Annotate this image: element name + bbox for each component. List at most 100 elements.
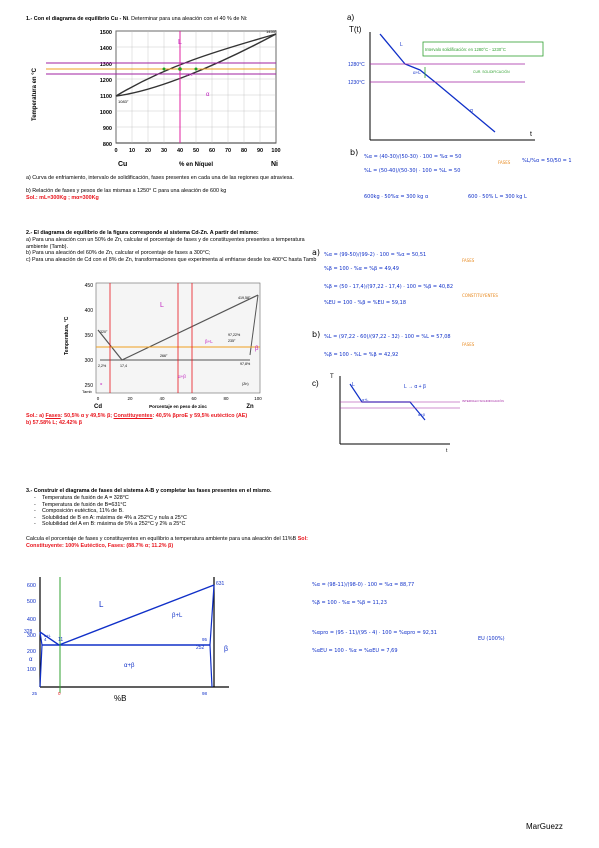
p2-hand-a: a) %α = (99-50)/(99-2) · 100 = %α = 50,5… [312, 248, 498, 306]
svg-text:300: 300 [27, 633, 36, 639]
solidus-line [115, 33, 277, 97]
svg-text:0: 0 [97, 396, 100, 401]
svg-text:97,22%: 97,22% [228, 333, 241, 337]
cu-ni-phase-diagram: Temperatura en °C 1500 1400 1300 1200 11… [32, 29, 281, 168]
svg-text:250: 250 [85, 383, 94, 389]
svg-text:40: 40 [159, 396, 165, 401]
cooling-line [379, 33, 496, 133]
svg-text:L → α + β: L → α + β [404, 384, 426, 390]
p3-hand-const: %αpro = (95 - 11)/(95 - 4) · 100 = %αpro… [312, 630, 505, 654]
p3-hand-fases: %α = (98-11)/(98-0) · 100 = %α = 88,77 %… [312, 582, 415, 606]
interval-box [422, 41, 544, 57]
cu-xtick: 60 [209, 148, 215, 154]
p2-solution-a: Sol.: a) Fases: 50,5% α y 49,5% β; Const… [26, 413, 248, 419]
axis-x: t [530, 131, 532, 138]
svg-text:Porcentaje en peso de zinc: Porcentaje en peso de zinc [149, 404, 207, 409]
svg-text:25: 25 [32, 691, 38, 696]
svg-text:β+L: β+L [172, 613, 183, 619]
svg-text:β+L: β+L [205, 339, 213, 344]
cu-xtick: 70 [225, 148, 231, 154]
curve-note: CUR. SOLIDIFICACIÓN [473, 69, 510, 74]
cu-ytick: 1100 [100, 94, 112, 100]
svg-text:328: 328 [24, 629, 33, 635]
p1-item-b: b) Relación de fases y pesos de las mism… [26, 188, 227, 194]
p1-solution: Sol.: mL=300Kg ; mα=300Kg [26, 195, 99, 201]
p1-title: 1.- Con el diagrama de equilibrio Cu - N… [26, 16, 248, 22]
svg-text:c): c) [312, 379, 319, 388]
svg-text:α+β: α+β [124, 663, 135, 669]
svg-text:97,8%: 97,8% [240, 362, 251, 366]
liquidus-line [115, 33, 277, 97]
svg-text:L: L [99, 600, 104, 609]
footer-author: MarGuezz [526, 822, 563, 831]
cu-ytick: 800 [103, 142, 112, 148]
svg-text:95: 95 [202, 637, 208, 642]
cu-ni-ylabel: Temperatura en °C [32, 67, 38, 121]
svg-text:Cd: Cd [94, 404, 102, 410]
ab-liquidus [39, 584, 215, 646]
p1-cooling-curve: a) T(t) t 1280°C 1230°C L α+L α Interval… [347, 13, 544, 141]
p2-solution-b: b) 57.58% L; 42.42% β [26, 420, 83, 426]
svg-text:α+L: α+L [44, 633, 52, 638]
svg-text:100: 100 [27, 667, 36, 673]
svg-text:0: 0 [58, 691, 61, 696]
p3-question: Calcula el porcentaje de fases y constit… [26, 536, 308, 549]
cd-zn-phase-diagram: Temperatura, °C 450 400 350 300 250 L β+… [64, 282, 262, 410]
svg-text:α+β: α+β [178, 374, 186, 379]
svg-text:Zn: Zn [246, 404, 254, 410]
t-right-label: 1453° [266, 29, 277, 34]
cu-ytick: 1300 [100, 62, 112, 68]
svg-text:INTERVALO SOLIDIFICACIÓN: INTERVALO SOLIDIFICACIÓN [462, 398, 504, 403]
svg-text:235°: 235° [228, 339, 236, 343]
svg-text:252: 252 [196, 645, 205, 651]
svg-text:L: L [352, 382, 355, 388]
t-left-label: 1083° [118, 99, 129, 104]
svg-text:β: β [224, 646, 228, 653]
svg-text:400: 400 [85, 308, 94, 314]
cu-ytick: 1400 [100, 46, 112, 52]
svg-text:4: 4 [44, 637, 47, 642]
ab-phase-diagram: 600 500 400 300 200 100 328 631 252 11 4… [24, 577, 229, 703]
cu-xtick: 90 [257, 148, 263, 154]
svg-text:T: T [330, 374, 334, 380]
svg-text:(Zn): (Zn) [242, 382, 249, 386]
cu-label: Cu [118, 161, 127, 168]
p3-props: Temperatura de fusión de A = 328°C Tempe… [30, 495, 362, 528]
cu-xtick: 40 [177, 148, 183, 154]
svg-text:400: 400 [27, 617, 36, 623]
axis-t: T(t) [349, 25, 362, 34]
svg-text:419,58°: 419,58° [238, 296, 251, 300]
cu-ytick: 900 [103, 126, 112, 132]
cu-xtick: 30 [161, 148, 167, 154]
cu-xtick: 100 [271, 148, 280, 154]
ni-label: Ni [271, 161, 278, 168]
cu-ni-xlabel: % en Níquel [179, 162, 213, 168]
tie-point [178, 67, 182, 71]
interval-note: Intervalo solidificación: en 1280°C - 12… [425, 47, 506, 52]
cu-xtick: 20 [145, 148, 151, 154]
svg-text:300: 300 [85, 358, 94, 364]
p2-cooling-curve: c) T t L α+L L → α + β α+β INTERVALO SOL… [312, 374, 504, 454]
hand-a-label: a) [347, 13, 354, 22]
svg-text:266°: 266° [160, 354, 168, 358]
cu-ytick: 1000 [100, 110, 112, 116]
svg-text:350: 350 [85, 333, 94, 339]
svg-text:t: t [446, 448, 448, 454]
svg-text:L: L [160, 302, 164, 309]
svg-text:98: 98 [202, 691, 208, 696]
svg-text:11: 11 [58, 637, 63, 643]
region-aL: α+L [186, 72, 194, 77]
t1-label: 1280°C [348, 62, 365, 68]
svg-text:β: β [255, 346, 259, 352]
cu-xtick: 80 [241, 148, 247, 154]
p1-item-a: a) Curva de enfriamiento, intervalo de s… [26, 175, 294, 181]
tie-left [162, 67, 166, 71]
svg-text:80: 80 [223, 396, 229, 401]
svg-text:α: α [29, 657, 33, 663]
svg-text:α: α [100, 381, 103, 386]
cu-ytick: 1500 [100, 30, 112, 36]
p2-title: 2.- El diagrama de equilibrio de la figu… [26, 230, 259, 236]
svg-text:α+β: α+β [418, 412, 426, 417]
svg-text:200: 200 [27, 649, 36, 655]
svg-text:2,2%: 2,2% [98, 364, 107, 368]
